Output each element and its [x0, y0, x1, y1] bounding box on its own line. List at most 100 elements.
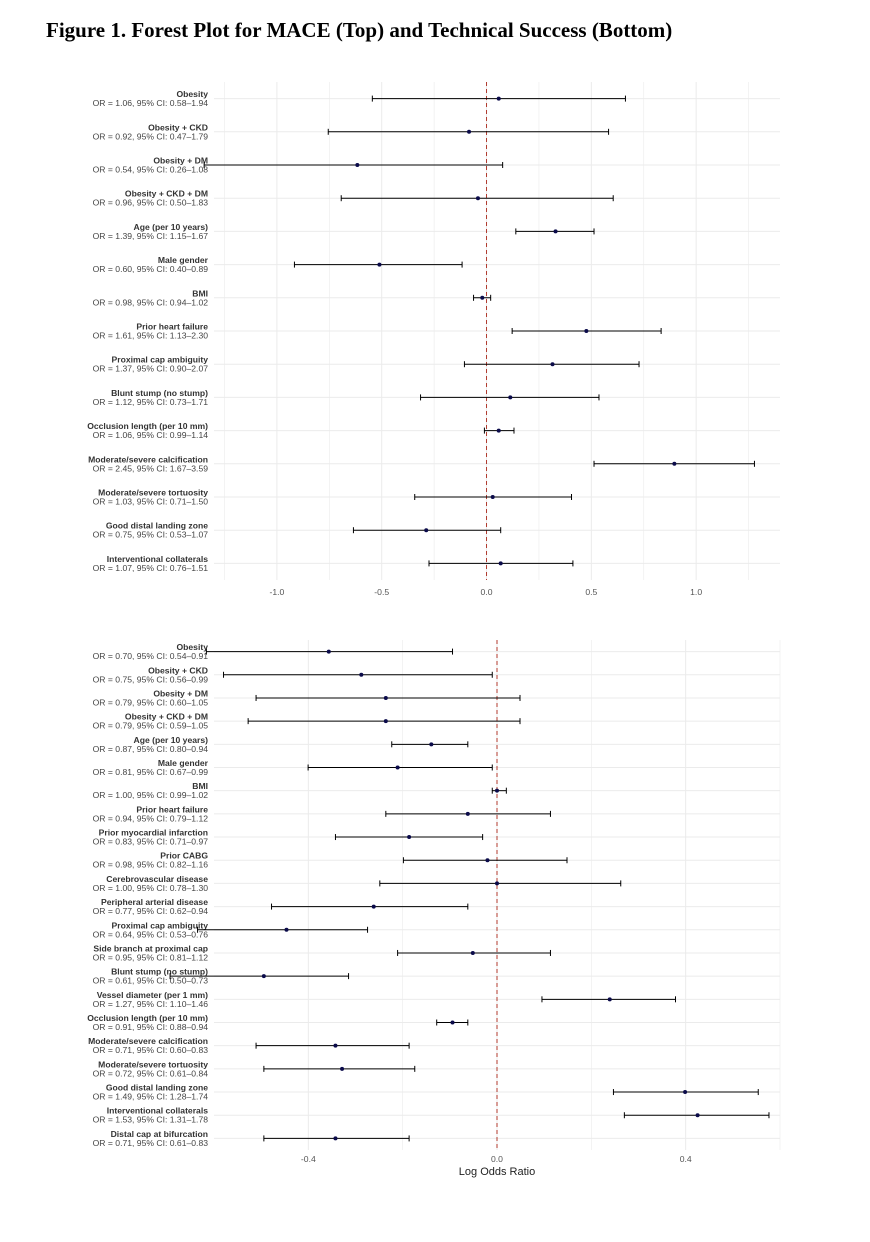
- row-or-text: OR = 1.07, 95% CI: 0.76–1.51: [93, 563, 209, 573]
- row-label: Prior CABG: [160, 851, 208, 861]
- row-label: Good distal landing zone: [106, 1083, 208, 1093]
- row-label: Obesity: [176, 642, 208, 652]
- row-label: Vessel diameter (per 1 mm): [97, 990, 208, 1000]
- point-estimate: [395, 765, 400, 770]
- row-label: Obesity + CKD + DM: [125, 189, 208, 199]
- point-estimate: [553, 229, 558, 234]
- point-estimate: [326, 649, 331, 654]
- point-estimate: [495, 788, 499, 793]
- row-or-text: OR = 1.27, 95% CI: 1.10–1.46: [93, 999, 209, 1009]
- row-label: Moderate/severe calcification: [88, 1036, 208, 1046]
- row-or-text: OR = 0.77, 95% CI: 0.62–0.94: [93, 906, 209, 916]
- figure-title: Figure 1. Forest Plot for MACE (Top) and…: [46, 18, 673, 42]
- point-estimate: [465, 811, 470, 816]
- point-estimate: [607, 997, 612, 1002]
- row-or-text: OR = 0.70, 95% CI: 0.54–0.91: [93, 651, 209, 661]
- row-label: Obesity + CKD + DM: [125, 712, 208, 722]
- row-label: Obesity: [176, 89, 208, 99]
- x-tick-label: 0.0: [481, 587, 493, 597]
- row-label: Distal cap at bifurcation: [111, 1129, 208, 1139]
- point-estimate: [470, 950, 475, 955]
- row-label: Prior heart failure: [136, 322, 208, 332]
- point-estimate: [550, 362, 555, 367]
- point-estimate: [383, 719, 388, 724]
- row-label: Obesity + DM: [153, 156, 208, 166]
- row-label: Moderate/severe tortuosity: [98, 488, 208, 498]
- row-or-text: OR = 0.75, 95% CI: 0.56–0.99: [93, 674, 209, 684]
- point-estimate: [407, 835, 412, 840]
- point-estimate: [672, 461, 677, 466]
- point-estimate: [508, 395, 513, 400]
- x-tick-label: 0.4: [680, 1154, 692, 1164]
- x-tick-label: -1.0: [269, 587, 284, 597]
- row-or-text: OR = 1.49, 95% CI: 1.28–1.74: [93, 1092, 209, 1102]
- x-tick-label: 1.0: [690, 587, 702, 597]
- row-label: Prior heart failure: [136, 804, 208, 814]
- row-label: Moderate/severe calcification: [88, 454, 208, 464]
- row-label: BMI: [192, 288, 208, 298]
- row-or-text: OR = 1.03, 95% CI: 0.71–1.50: [93, 497, 209, 507]
- row-or-text: OR = 0.64, 95% CI: 0.53–0.76: [93, 929, 209, 939]
- row-or-text: OR = 0.79, 95% CI: 0.59–1.05: [93, 721, 209, 731]
- row-or-text: OR = 0.92, 95% CI: 0.47–1.79: [93, 131, 209, 141]
- row-label: Age (per 10 years): [133, 735, 208, 745]
- x-tick-label: -0.4: [301, 1154, 316, 1164]
- row-or-text: OR = 1.00, 95% CI: 0.78–1.30: [93, 883, 209, 893]
- row-or-text: OR = 2.45, 95% CI: 1.67–3.59: [93, 463, 209, 473]
- point-estimate: [485, 858, 490, 863]
- row-label: BMI: [192, 781, 208, 791]
- row-label: Male gender: [158, 758, 209, 768]
- point-estimate: [496, 428, 501, 433]
- row-or-text: OR = 0.96, 95% CI: 0.50–1.83: [93, 198, 209, 208]
- row-or-text: OR = 1.61, 95% CI: 1.13–2.30: [93, 331, 209, 341]
- row-or-text: OR = 0.83, 95% CI: 0.71–0.97: [93, 837, 209, 847]
- row-label: Blunt stump (no stump): [111, 967, 208, 977]
- row-label: Occlusion length (per 10 mm): [87, 421, 208, 431]
- x-tick-label: -0.5: [374, 587, 389, 597]
- row-or-text: OR = 0.91, 95% CI: 0.88–0.94: [93, 1022, 209, 1032]
- point-estimate: [261, 974, 266, 979]
- row-or-text: OR = 0.71, 95% CI: 0.60–0.83: [93, 1045, 209, 1055]
- x-axis-label: Log Odds Ratio: [459, 1166, 535, 1178]
- row-or-text: OR = 1.06, 95% CI: 0.99–1.14: [93, 430, 209, 440]
- row-label: Interventional collaterals: [107, 1106, 208, 1116]
- point-estimate: [383, 695, 388, 700]
- row-label: Side branch at proximal cap: [93, 943, 208, 953]
- point-estimate: [695, 1113, 700, 1118]
- point-estimate: [467, 129, 472, 134]
- row-or-text: OR = 0.98, 95% CI: 0.94–1.02: [93, 297, 209, 307]
- point-estimate: [495, 881, 499, 886]
- row-label: Blunt stump (no stump): [111, 388, 208, 398]
- row-label: Proximal cap ambiguity: [112, 355, 209, 365]
- row-or-text: OR = 0.95, 95% CI: 0.81–1.12: [93, 952, 209, 962]
- row-or-text: OR = 0.61, 95% CI: 0.50–0.73: [93, 976, 209, 986]
- point-estimate: [340, 1066, 345, 1071]
- point-estimate: [496, 96, 501, 101]
- row-label: Obesity + CKD: [148, 665, 208, 675]
- row-or-text: OR = 0.54, 95% CI: 0.26–1.08: [93, 165, 209, 175]
- point-estimate: [450, 1020, 455, 1025]
- row-or-text: OR = 0.79, 95% CI: 0.60–1.05: [93, 697, 209, 707]
- row-or-text: OR = 0.87, 95% CI: 0.80–0.94: [93, 744, 209, 754]
- point-estimate: [333, 1043, 338, 1048]
- x-tick-label: 0.0: [491, 1154, 503, 1164]
- row-or-text: OR = 0.98, 95% CI: 0.82–1.16: [93, 860, 209, 870]
- x-tick-label: 0.5: [585, 587, 597, 597]
- point-estimate: [377, 262, 382, 267]
- point-estimate: [284, 927, 289, 932]
- row-or-text: OR = 1.06, 95% CI: 0.58–1.94: [93, 98, 209, 108]
- row-or-text: OR = 0.71, 95% CI: 0.61–0.83: [93, 1138, 209, 1148]
- row-label: Age (per 10 years): [133, 222, 208, 232]
- row-or-text: OR = 0.94, 95% CI: 0.79–1.12: [93, 813, 209, 823]
- point-estimate: [480, 295, 485, 300]
- point-estimate: [584, 329, 589, 333]
- row-label: Proximal cap ambiguity: [112, 920, 209, 930]
- row-label: Occlusion length (per 10 mm): [87, 1013, 208, 1023]
- row-label: Interventional collaterals: [107, 554, 208, 564]
- point-estimate: [359, 672, 364, 677]
- point-estimate: [429, 742, 434, 747]
- row-or-text: OR = 0.72, 95% CI: 0.61–0.84: [93, 1068, 209, 1078]
- row-or-text: OR = 0.81, 95% CI: 0.67–0.99: [93, 767, 209, 777]
- row-label: Moderate/severe tortuosity: [98, 1059, 208, 1069]
